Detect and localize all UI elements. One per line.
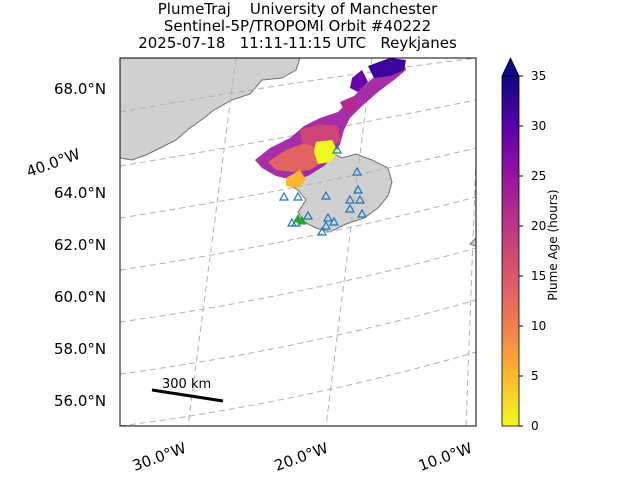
greenland-landmass <box>120 58 301 161</box>
scale-bar-label: 300 km <box>162 377 212 392</box>
colorbar <box>501 75 520 427</box>
colorbar-tick-marks <box>519 75 523 427</box>
source-markers <box>293 213 307 225</box>
scale-bar <box>151 388 224 403</box>
lat-label-56: 56.0°N <box>54 392 107 410</box>
lat-label-60: 60.0°N <box>54 288 107 306</box>
colorbar-extend-arrow <box>501 57 520 77</box>
colorbar-tick-15: 15 <box>531 269 547 283</box>
volcano-markers <box>278 144 368 236</box>
colorbar-tick-25: 25 <box>531 169 547 183</box>
colorbar-tick-35: 35 <box>531 69 547 83</box>
colorbar-label: Plume Age (hours) <box>546 189 560 301</box>
title-line-2: Sentinel-5P/TROPOMI Orbit #40222 <box>163 17 432 35</box>
colorbar-tick-0: 0 <box>531 419 539 433</box>
lat-label-58: 58.0°N <box>54 340 107 358</box>
colorbar-tick-10: 10 <box>531 319 547 333</box>
colorbar-tick-5: 5 <box>531 369 539 383</box>
so2-plume <box>255 58 406 188</box>
map-frame <box>119 57 477 427</box>
colorbar-tick-20: 20 <box>531 219 547 233</box>
map-canvas <box>120 58 476 426</box>
graticule <box>120 58 476 426</box>
lat-label-62: 62.0°N <box>54 236 107 254</box>
title-line-3: 2025-07-18 11:11-11:15 UTC Reykjanes <box>138 34 457 52</box>
lat-label-68: 68.0°N <box>54 80 107 98</box>
colorbar-tick-30: 30 <box>531 119 547 133</box>
lat-label-64: 64.0°N <box>54 184 107 202</box>
title-line-1: PlumeTraj University of Manchester <box>157 0 438 18</box>
